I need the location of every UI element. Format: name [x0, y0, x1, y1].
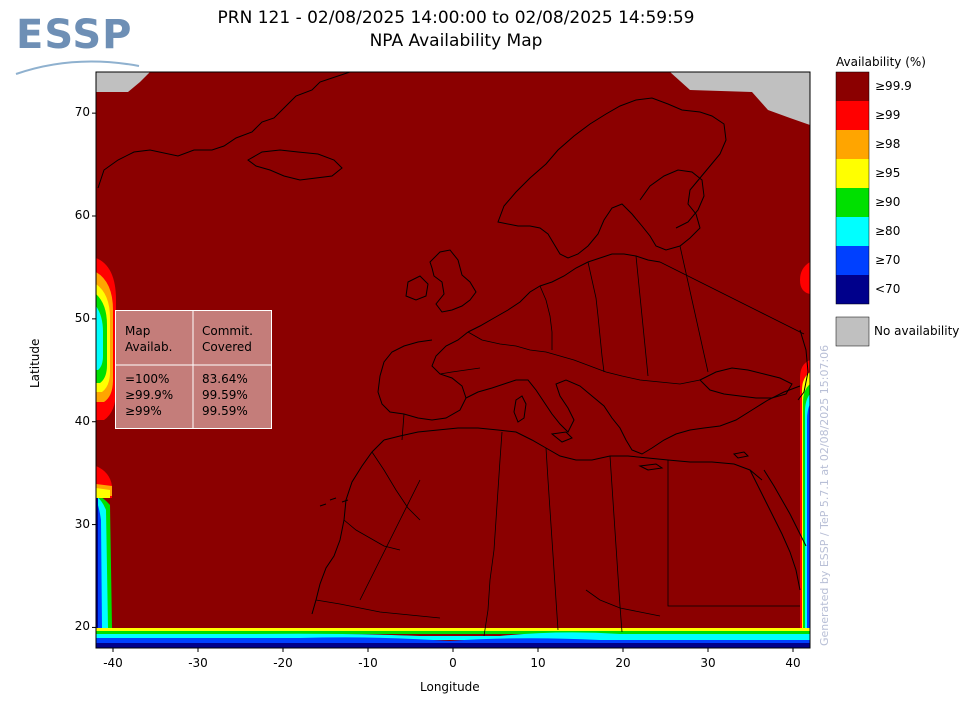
legend-title: Availability (%)	[836, 55, 926, 69]
bubble-red-right	[800, 262, 810, 294]
y-tick-label: 20	[74, 619, 90, 634]
legend-swatch	[836, 217, 869, 246]
x-tick-label: 10	[530, 656, 546, 670]
x-tick-label: -30	[188, 656, 208, 670]
legend-swatch	[836, 72, 869, 101]
legend-label: ≥99.9	[875, 79, 912, 93]
x-tick-label: 30	[700, 656, 716, 670]
x-tick-label: -40	[103, 656, 123, 670]
y-tick-label: 40	[74, 413, 90, 428]
stats-map-values: =100% ≥99.9% ≥99%	[125, 372, 174, 418]
legend-label: ≥80	[875, 224, 901, 238]
no-availability-swatch	[835, 316, 870, 347]
x-tick-label: 20	[615, 656, 631, 670]
stats-covered-values: 83.64% 99.59% 99.59%	[202, 372, 248, 418]
band-green-bottom	[96, 631, 810, 634]
legend-frame	[835, 71, 870, 305]
stats-grid-lines	[116, 311, 271, 428]
coastlines	[97, 71, 809, 615]
x-tick-label: -10	[358, 656, 378, 670]
legend-swatch	[836, 275, 869, 304]
legend-label: ≥95	[875, 166, 901, 180]
legend-swatch	[836, 159, 869, 188]
y-axis-label: Latitude	[28, 338, 42, 388]
y-tick-label: 30	[74, 516, 90, 531]
band-yellow-bottom	[96, 628, 810, 632]
legend-swatch	[836, 188, 869, 217]
y-tick-label: 60	[74, 208, 90, 222]
legend-label: ≥98	[875, 137, 901, 151]
no-availability-label: No availability	[874, 324, 960, 338]
country-borders	[315, 245, 805, 637]
x-tick-label: 0	[449, 656, 457, 670]
band-blue-right	[807, 404, 810, 628]
legend-swatch	[836, 130, 869, 159]
x-tick-label: -20	[273, 656, 293, 670]
legend-label: <70	[875, 282, 901, 296]
generated-by-watermark: Generated by ESSP / TeP 5.7.1 at 02/08/2…	[818, 344, 831, 646]
y-tick-label: 70	[74, 105, 90, 120]
legend-swatch	[836, 246, 869, 275]
x-axis-label: Longitude	[420, 680, 480, 694]
logo-swoosh-icon	[15, 60, 140, 75]
axis-tick-marks	[92, 112, 794, 652]
legend-label: ≥70	[875, 253, 901, 267]
stats-header-covered: Commit. Covered	[202, 324, 253, 354]
band-yellow-left-lower	[96, 488, 110, 498]
bubble-cyan-left	[96, 306, 103, 370]
x-tick-label: 40	[785, 656, 801, 670]
legend-swatch	[836, 101, 869, 130]
no-availability-region-nw	[96, 72, 150, 92]
legend-label: ≥90	[875, 195, 901, 209]
availability-stats-box: Map Availab. Commit. Covered =100% ≥99.9% …	[115, 310, 272, 429]
band-darkblue-bottom	[96, 643, 810, 648]
no-availability-region-ne	[670, 72, 810, 125]
legend-color-scale	[835, 71, 870, 305]
y-tick-label: 50	[74, 310, 90, 325]
stats-header-map: Map Availab.	[125, 324, 173, 354]
band-darkblue-left	[96, 498, 98, 628]
band-blue-bottom	[96, 637, 810, 644]
map-subtitle: NPA Availability Map	[369, 31, 543, 51]
essp-logo: ESSP	[16, 12, 133, 58]
map-title: PRN 121 - 02/08/2025 14:00:00 to 02/08/2…	[217, 8, 695, 28]
legend-label: ≥99	[875, 108, 901, 122]
